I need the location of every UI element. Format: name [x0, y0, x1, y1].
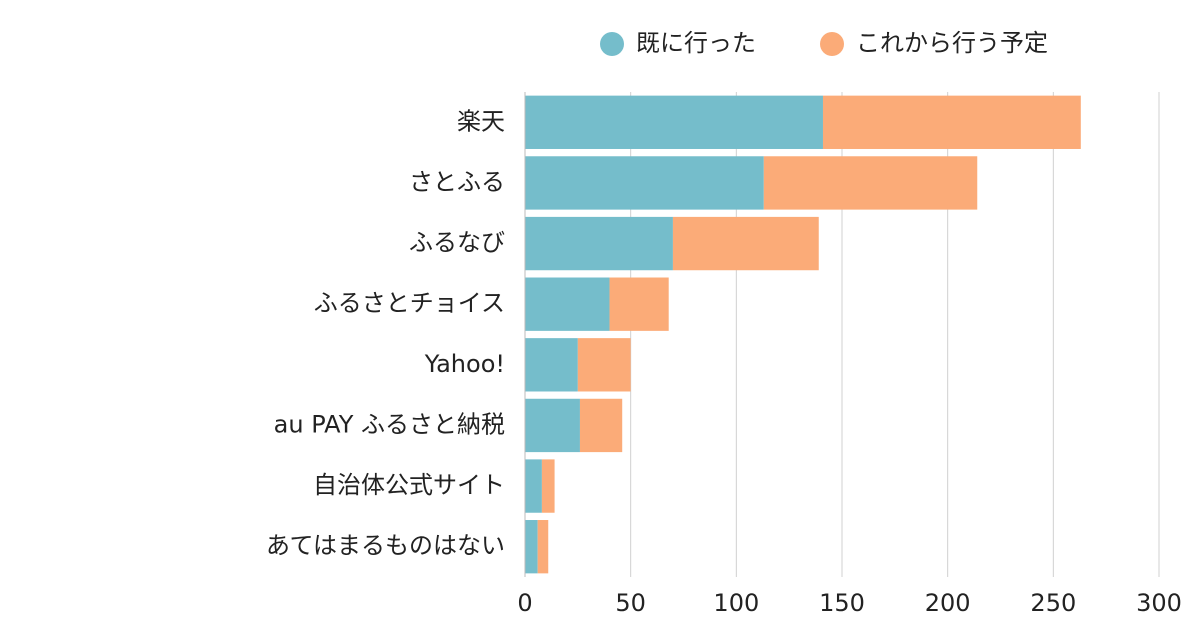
legend-label: これから行う予定 [856, 29, 1048, 57]
bar-segment [525, 338, 578, 392]
bar-segment [525, 95, 823, 149]
bar-segment [525, 156, 764, 210]
bar-segment [525, 459, 542, 513]
bar-segment [541, 459, 555, 513]
x-tick-label: 300 [1136, 589, 1182, 617]
bar-segment [763, 156, 978, 210]
bar-segment [609, 277, 669, 331]
y-tick-label: あてはまるものはない [266, 532, 505, 560]
y-tick-label: au PAY ふるさと納税 [274, 410, 505, 438]
x-tick-label: 250 [1030, 589, 1076, 617]
bar-segment [525, 520, 538, 574]
bar-segment [525, 398, 580, 453]
x-tick-label: 0 [517, 589, 532, 617]
x-tick-label: 100 [713, 589, 759, 617]
legend-label: 既に行った [636, 29, 756, 57]
y-tick-label: ふるなび [409, 229, 505, 257]
x-tick-label: 150 [819, 589, 865, 617]
y-tick-label: さとふる [409, 168, 505, 196]
x-tick-label: 200 [925, 589, 971, 617]
legend-swatch [820, 32, 844, 56]
bar-segment [577, 338, 631, 392]
bar-segment [672, 216, 819, 271]
y-tick-label: ふるさとチョイス [314, 289, 505, 317]
bar-segment [525, 216, 673, 271]
bar-segment [579, 398, 623, 453]
y-tick-label: Yahoo! [424, 350, 505, 378]
legend-swatch [600, 32, 624, 56]
y-tick-label: 楽天 [457, 107, 505, 135]
bar-segment [822, 95, 1081, 149]
bar-segment [537, 520, 549, 574]
y-tick-label: 自治体公式サイト [313, 471, 505, 499]
bar-segment [525, 277, 610, 331]
x-tick-label: 50 [615, 589, 646, 617]
